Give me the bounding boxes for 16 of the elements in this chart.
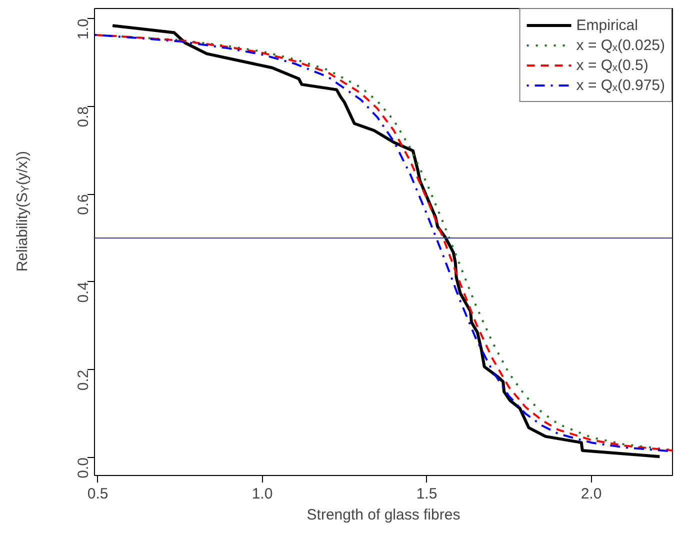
- y-tick-label: 0.0: [75, 457, 92, 478]
- y-tick-label: 0.2: [75, 370, 92, 391]
- x-tick-label: 1.0: [252, 486, 273, 502]
- legend-label: Empirical: [576, 16, 638, 34]
- y-tick-label: 0.8: [75, 106, 92, 128]
- x-axis-title: Strength of glass fibres: [306, 506, 460, 524]
- y-tick-label: 0.4: [75, 282, 92, 303]
- legend-label: x = Qₓ(0.975): [576, 76, 665, 94]
- legend-label: x = Qₓ(0.5): [576, 56, 648, 74]
- y-axis-title: Reliability(SY(y/x)): [14, 151, 32, 272]
- y-tick-label: 1.0: [75, 18, 92, 40]
- y-tick-label: 0.6: [75, 194, 92, 216]
- x-tick-label: 1.5: [416, 486, 438, 502]
- legend-label: x = Qₓ(0.025): [576, 36, 665, 54]
- x-tick-label: 2.0: [580, 486, 602, 502]
- x-tick-label: 0.5: [87, 486, 108, 502]
